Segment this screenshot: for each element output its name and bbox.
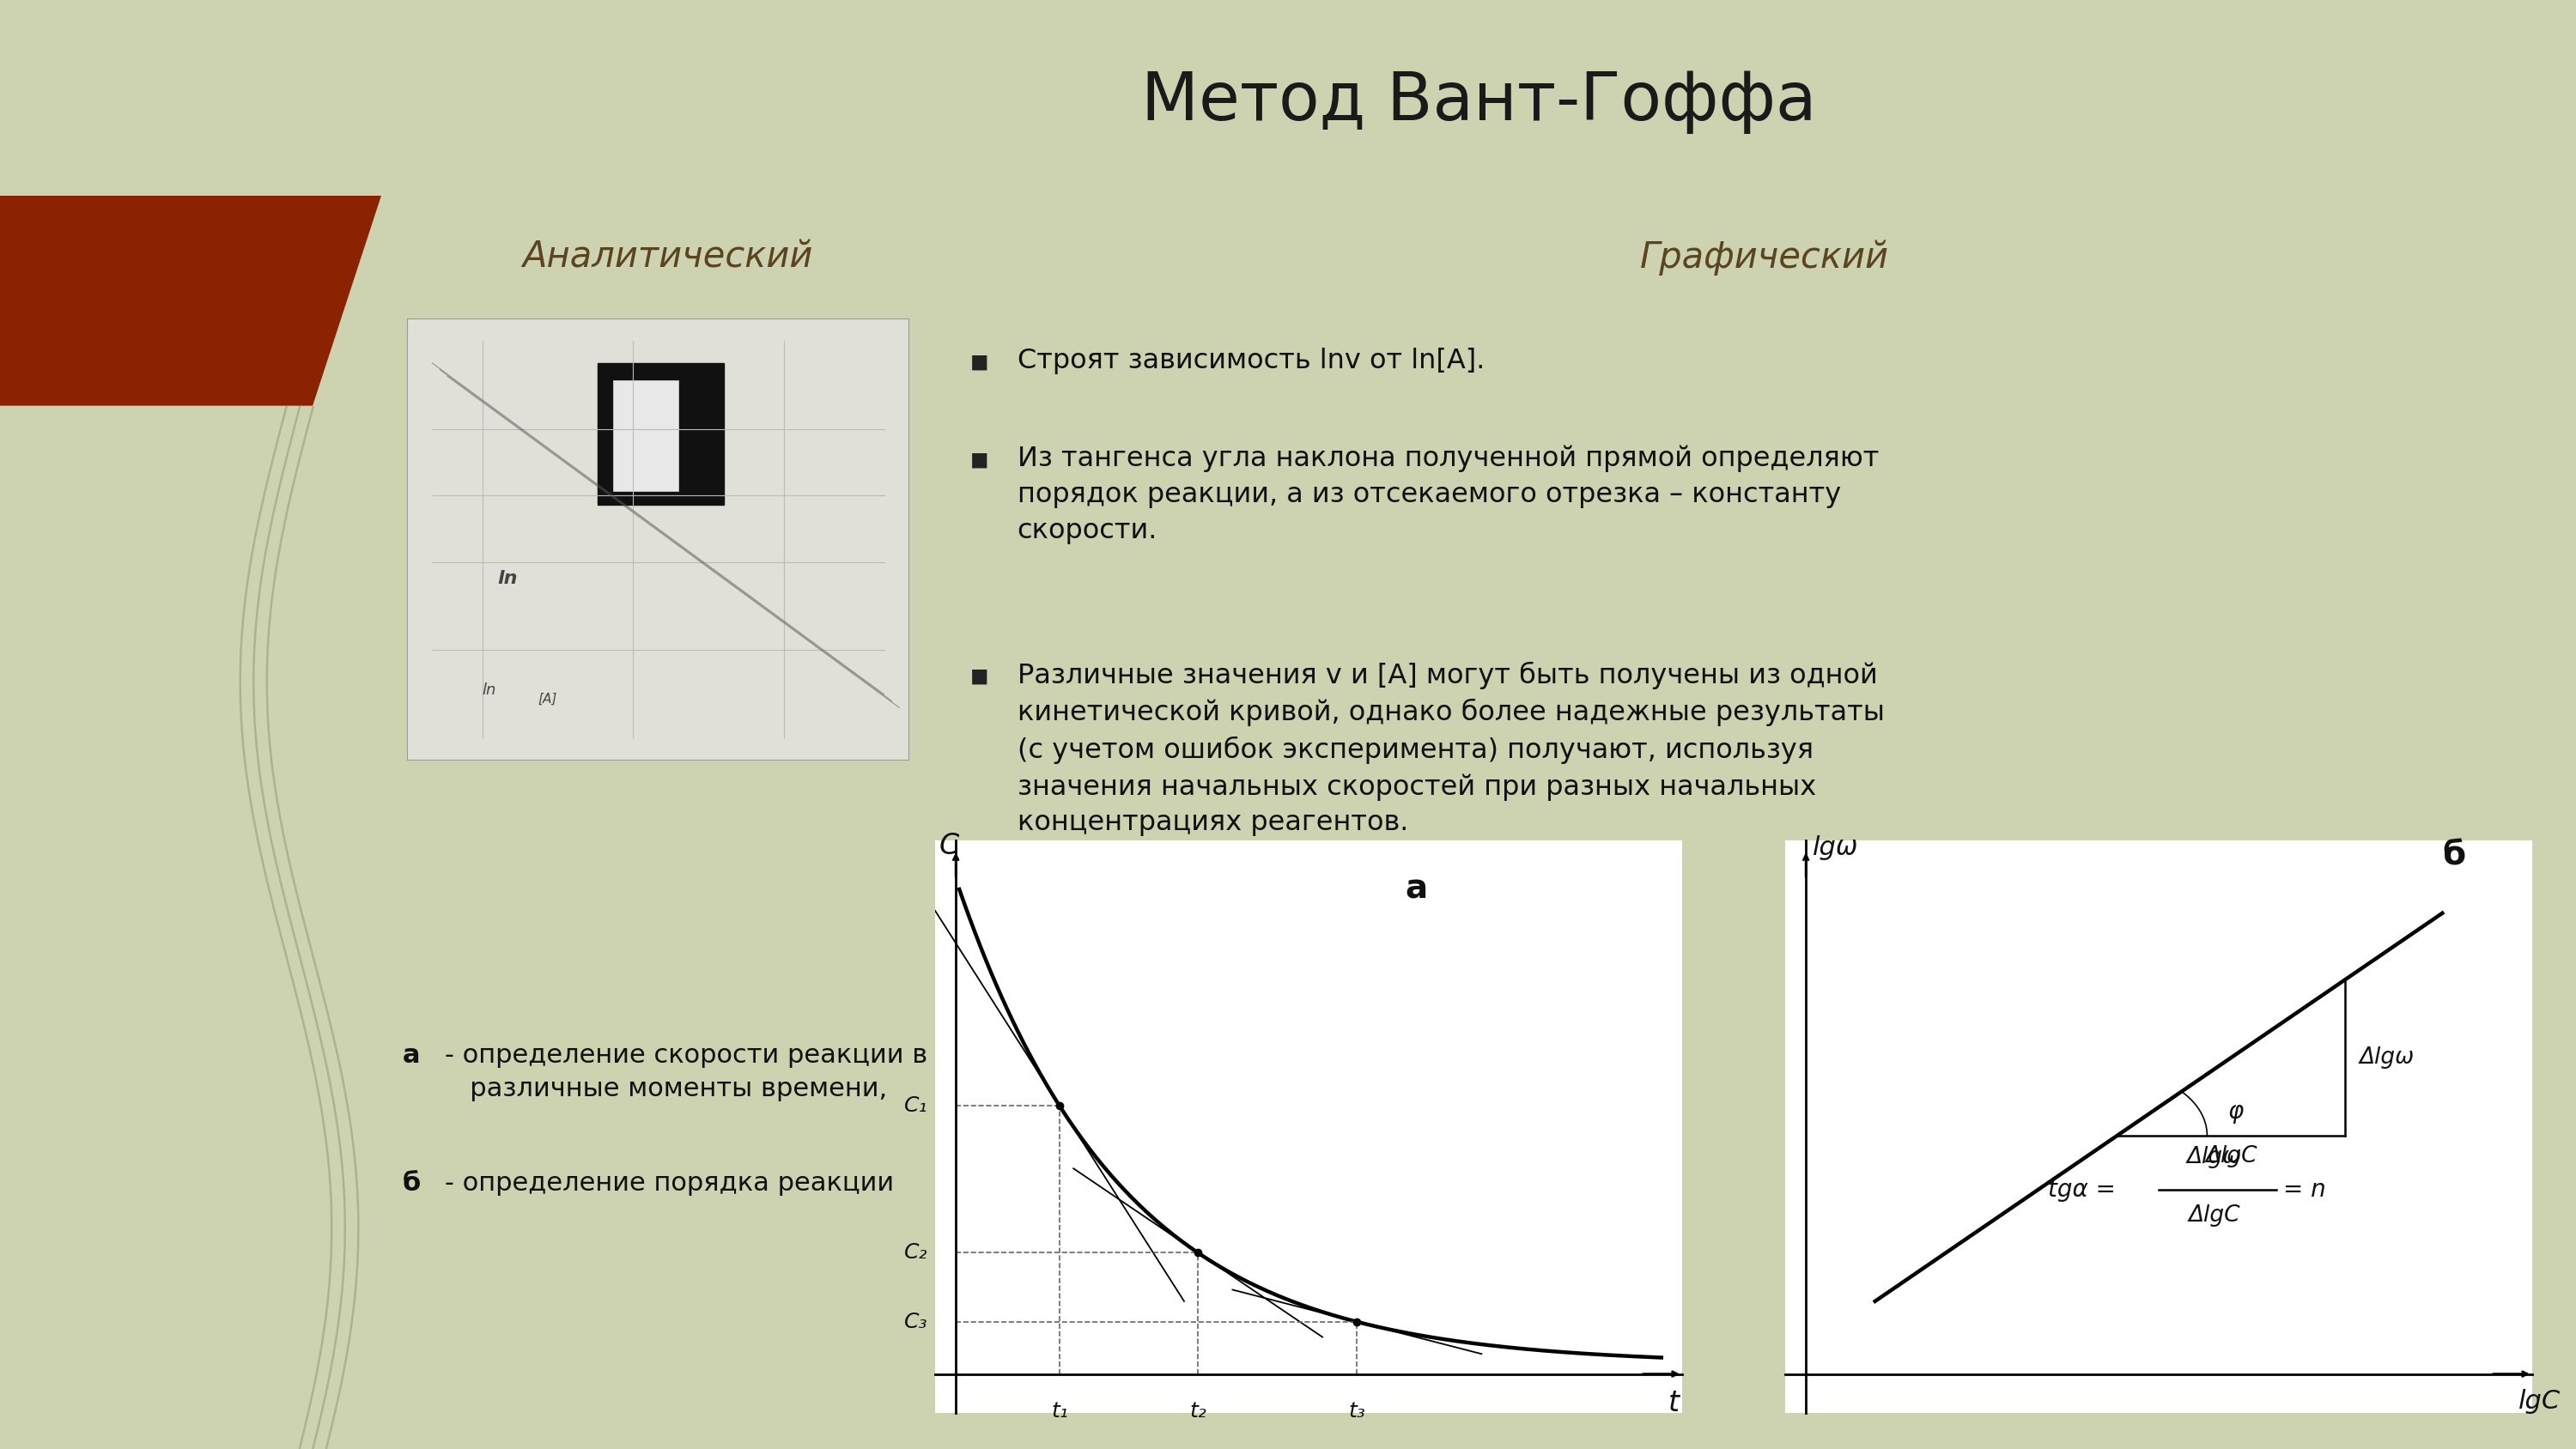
Text: lgω: lgω (1814, 835, 1860, 859)
Bar (613, 381, 677, 491)
Text: ΔlgC: ΔlgC (2187, 1204, 2241, 1226)
Text: б: б (2442, 839, 2465, 871)
Text: ΔlgC: ΔlgC (2205, 1145, 2257, 1168)
Text: ▪: ▪ (969, 661, 989, 691)
Text: [A]: [A] (538, 693, 556, 706)
Text: Из тангенса угла наклона полученной прямой определяют
порядок реакции, а из отсе: Из тангенса угла наклона полученной прям… (1018, 445, 1878, 543)
Text: Графический: Графический (1641, 239, 1888, 275)
Text: ln: ln (497, 571, 518, 587)
Text: Δlgω: Δlgω (2360, 1046, 2414, 1069)
Text: Различные значения v и [А] могут быть получены из одной
кинетической кривой, одн: Различные значения v и [А] могут быть по… (1018, 661, 1886, 836)
Text: ▪: ▪ (969, 445, 989, 474)
Bar (598, 362, 724, 504)
Text: C₁: C₁ (904, 1095, 927, 1116)
Text: t₃: t₃ (1350, 1401, 1365, 1421)
Text: lgC: lgC (2519, 1388, 2561, 1413)
Text: tgα =: tgα = (2048, 1178, 2115, 1201)
Text: φ: φ (2228, 1100, 2244, 1124)
Text: Строят зависимость lnv от ln[A].: Строят зависимость lnv от ln[A]. (1018, 348, 1484, 374)
Text: Метод Вант-Гоффа: Метод Вант-Гоффа (1141, 70, 1816, 135)
Text: = n: = n (2282, 1178, 2326, 1201)
Text: - определение порядка реакции: - определение порядка реакции (446, 1171, 894, 1195)
Text: - определение скорости реакции в
   различные моменты времени,: - определение скорости реакции в различн… (446, 1043, 927, 1101)
Text: t₂: t₂ (1190, 1401, 1206, 1421)
Text: ▪: ▪ (969, 348, 989, 377)
Polygon shape (0, 196, 381, 406)
Text: Аналитический: Аналитический (523, 239, 811, 275)
Text: а: а (1406, 872, 1427, 906)
Text: t: t (1669, 1388, 1680, 1417)
Text: б: б (402, 1171, 420, 1195)
Text: C₂: C₂ (904, 1242, 927, 1264)
Text: а: а (402, 1043, 420, 1068)
Text: Δlgω: Δlgω (2187, 1146, 2241, 1168)
Text: С: С (938, 832, 958, 859)
Text: C₃: C₃ (904, 1311, 927, 1332)
Text: ln: ln (482, 682, 497, 698)
Text: t₁: t₁ (1051, 1401, 1069, 1421)
